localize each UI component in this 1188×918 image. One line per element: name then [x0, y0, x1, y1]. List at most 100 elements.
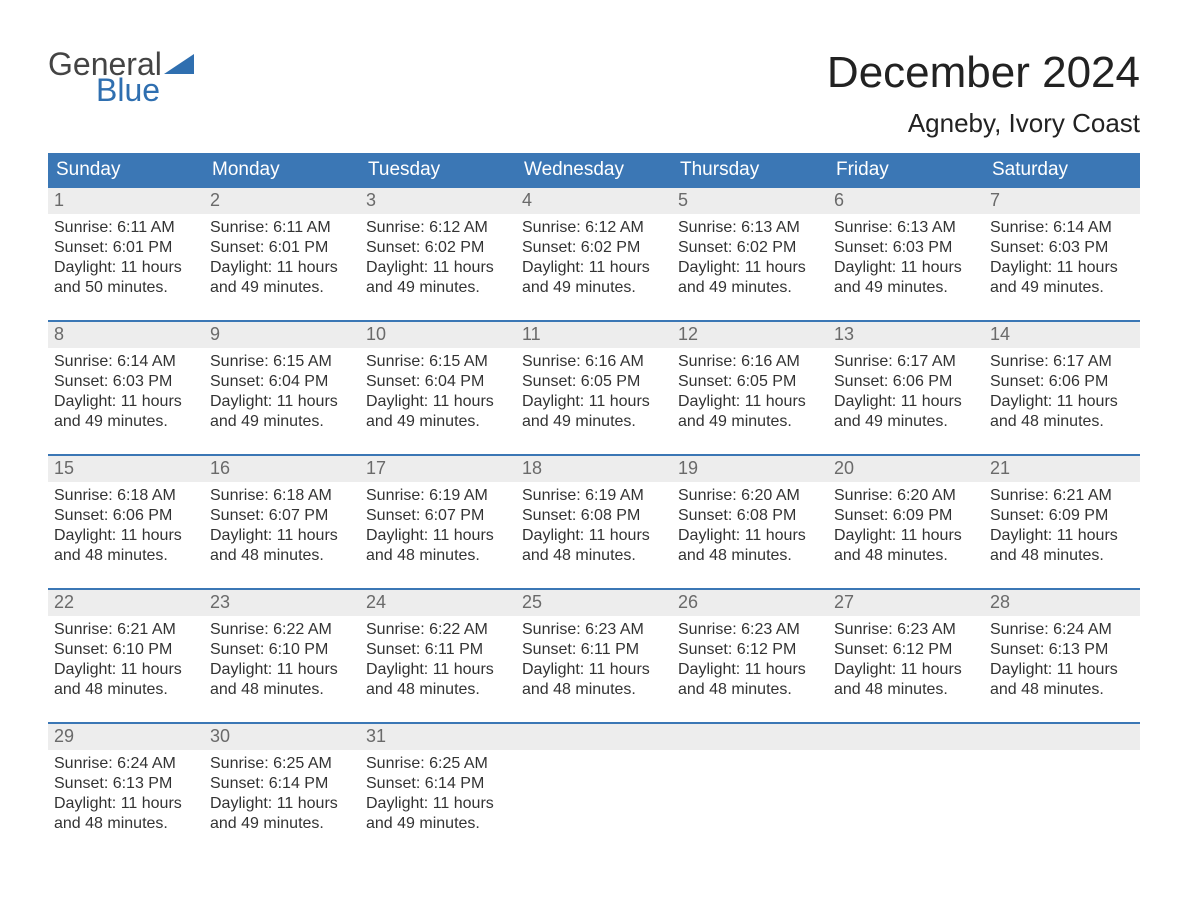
daylight-line: Daylight: 11 hours and 49 minutes.: [678, 392, 822, 432]
daylight-line: Daylight: 11 hours and 48 minutes.: [990, 660, 1134, 700]
calendar-week: 15Sunrise: 6:18 AMSunset: 6:06 PMDayligh…: [48, 454, 1140, 588]
calendar-day: 1Sunrise: 6:11 AMSunset: 6:01 PMDaylight…: [48, 188, 204, 320]
sunrise-line: Sunrise: 6:24 AM: [990, 620, 1134, 640]
sunrise-line: Sunrise: 6:24 AM: [54, 754, 198, 774]
daylight-line: Daylight: 11 hours and 48 minutes.: [522, 660, 666, 700]
daylight-line: Daylight: 11 hours and 49 minutes.: [210, 392, 354, 432]
daylight-line: Daylight: 11 hours and 49 minutes.: [210, 794, 354, 834]
calendar-day: 30Sunrise: 6:25 AMSunset: 6:14 PMDayligh…: [204, 724, 360, 856]
dow-header-row: SundayMondayTuesdayWednesdayThursdayFrid…: [48, 153, 1140, 188]
sunset-line: Sunset: 6:05 PM: [678, 372, 822, 392]
day-number: 10: [360, 322, 516, 348]
calendar-day: 27Sunrise: 6:23 AMSunset: 6:12 PMDayligh…: [828, 590, 984, 722]
dow-header-cell: Friday: [828, 153, 984, 188]
day-details: Sunrise: 6:23 AMSunset: 6:12 PMDaylight:…: [672, 616, 828, 700]
day-number: 11: [516, 322, 672, 348]
calendar-day: 28Sunrise: 6:24 AMSunset: 6:13 PMDayligh…: [984, 590, 1140, 722]
day-details: Sunrise: 6:12 AMSunset: 6:02 PMDaylight:…: [360, 214, 516, 298]
day-number: 22: [48, 590, 204, 616]
daylight-line: Daylight: 11 hours and 49 minutes.: [834, 258, 978, 298]
sunset-line: Sunset: 6:07 PM: [210, 506, 354, 526]
day-number: 16: [204, 456, 360, 482]
day-details: Sunrise: 6:23 AMSunset: 6:11 PMDaylight:…: [516, 616, 672, 700]
daylight-line: Daylight: 11 hours and 48 minutes.: [210, 526, 354, 566]
daylight-line: Daylight: 11 hours and 48 minutes.: [54, 660, 198, 700]
calendar-day: 25Sunrise: 6:23 AMSunset: 6:11 PMDayligh…: [516, 590, 672, 722]
calendar-week: 1Sunrise: 6:11 AMSunset: 6:01 PMDaylight…: [48, 188, 1140, 320]
sunrise-line: Sunrise: 6:16 AM: [678, 352, 822, 372]
sunrise-line: Sunrise: 6:22 AM: [210, 620, 354, 640]
logo: General Blue: [48, 48, 194, 106]
sunset-line: Sunset: 6:13 PM: [54, 774, 198, 794]
dow-header-cell: Monday: [204, 153, 360, 188]
calendar-day: [984, 724, 1140, 856]
sunset-line: Sunset: 6:02 PM: [678, 238, 822, 258]
day-details: Sunrise: 6:21 AMSunset: 6:09 PMDaylight:…: [984, 482, 1140, 566]
calendar-day: 5Sunrise: 6:13 AMSunset: 6:02 PMDaylight…: [672, 188, 828, 320]
calendar-week: 8Sunrise: 6:14 AMSunset: 6:03 PMDaylight…: [48, 320, 1140, 454]
daylight-line: Daylight: 11 hours and 49 minutes.: [366, 794, 510, 834]
day-details: Sunrise: 6:14 AMSunset: 6:03 PMDaylight:…: [48, 348, 204, 432]
sunset-line: Sunset: 6:12 PM: [678, 640, 822, 660]
calendar-week: 29Sunrise: 6:24 AMSunset: 6:13 PMDayligh…: [48, 722, 1140, 856]
sunrise-line: Sunrise: 6:19 AM: [522, 486, 666, 506]
dow-header-cell: Tuesday: [360, 153, 516, 188]
sunset-line: Sunset: 6:04 PM: [210, 372, 354, 392]
calendar-day: 31Sunrise: 6:25 AMSunset: 6:14 PMDayligh…: [360, 724, 516, 856]
day-number: 18: [516, 456, 672, 482]
location-subtitle: Agneby, Ivory Coast: [827, 108, 1140, 139]
day-number: 5: [672, 188, 828, 214]
sunset-line: Sunset: 6:06 PM: [54, 506, 198, 526]
day-details: Sunrise: 6:22 AMSunset: 6:10 PMDaylight:…: [204, 616, 360, 700]
sunrise-line: Sunrise: 6:20 AM: [678, 486, 822, 506]
calendar-day: 3Sunrise: 6:12 AMSunset: 6:02 PMDaylight…: [360, 188, 516, 320]
day-number: [516, 724, 672, 750]
daylight-line: Daylight: 11 hours and 49 minutes.: [678, 258, 822, 298]
calendar-day: 23Sunrise: 6:22 AMSunset: 6:10 PMDayligh…: [204, 590, 360, 722]
day-details: Sunrise: 6:17 AMSunset: 6:06 PMDaylight:…: [984, 348, 1140, 432]
sunrise-line: Sunrise: 6:16 AM: [522, 352, 666, 372]
sunrise-line: Sunrise: 6:17 AM: [990, 352, 1134, 372]
daylight-line: Daylight: 11 hours and 49 minutes.: [366, 392, 510, 432]
dow-header-cell: Saturday: [984, 153, 1140, 188]
sunrise-line: Sunrise: 6:18 AM: [210, 486, 354, 506]
daylight-line: Daylight: 11 hours and 49 minutes.: [834, 392, 978, 432]
day-number: 1: [48, 188, 204, 214]
day-number: 27: [828, 590, 984, 616]
day-number: 25: [516, 590, 672, 616]
sunrise-line: Sunrise: 6:25 AM: [210, 754, 354, 774]
calendar-day: 8Sunrise: 6:14 AMSunset: 6:03 PMDaylight…: [48, 322, 204, 454]
day-number: [828, 724, 984, 750]
calendar-day: 20Sunrise: 6:20 AMSunset: 6:09 PMDayligh…: [828, 456, 984, 588]
daylight-line: Daylight: 11 hours and 48 minutes.: [54, 526, 198, 566]
day-details: Sunrise: 6:12 AMSunset: 6:02 PMDaylight:…: [516, 214, 672, 298]
day-number: 4: [516, 188, 672, 214]
sunrise-line: Sunrise: 6:12 AM: [366, 218, 510, 238]
day-details: Sunrise: 6:22 AMSunset: 6:11 PMDaylight:…: [360, 616, 516, 700]
sunrise-line: Sunrise: 6:15 AM: [210, 352, 354, 372]
sunset-line: Sunset: 6:09 PM: [990, 506, 1134, 526]
dow-header-cell: Sunday: [48, 153, 204, 188]
calendar-day: 19Sunrise: 6:20 AMSunset: 6:08 PMDayligh…: [672, 456, 828, 588]
sunset-line: Sunset: 6:12 PM: [834, 640, 978, 660]
day-number: 15: [48, 456, 204, 482]
day-details: Sunrise: 6:15 AMSunset: 6:04 PMDaylight:…: [360, 348, 516, 432]
daylight-line: Daylight: 11 hours and 49 minutes.: [522, 392, 666, 432]
sunset-line: Sunset: 6:10 PM: [54, 640, 198, 660]
day-details: Sunrise: 6:14 AMSunset: 6:03 PMDaylight:…: [984, 214, 1140, 298]
daylight-line: Daylight: 11 hours and 48 minutes.: [834, 660, 978, 700]
sunrise-line: Sunrise: 6:14 AM: [54, 352, 198, 372]
day-number: [672, 724, 828, 750]
daylight-line: Daylight: 11 hours and 49 minutes.: [210, 258, 354, 298]
day-details: Sunrise: 6:20 AMSunset: 6:09 PMDaylight:…: [828, 482, 984, 566]
calendar-day: 24Sunrise: 6:22 AMSunset: 6:11 PMDayligh…: [360, 590, 516, 722]
calendar-day: 12Sunrise: 6:16 AMSunset: 6:05 PMDayligh…: [672, 322, 828, 454]
day-number: 14: [984, 322, 1140, 348]
daylight-line: Daylight: 11 hours and 48 minutes.: [678, 660, 822, 700]
day-details: Sunrise: 6:13 AMSunset: 6:02 PMDaylight:…: [672, 214, 828, 298]
sunset-line: Sunset: 6:10 PM: [210, 640, 354, 660]
day-details: Sunrise: 6:24 AMSunset: 6:13 PMDaylight:…: [984, 616, 1140, 700]
calendar-day: 9Sunrise: 6:15 AMSunset: 6:04 PMDaylight…: [204, 322, 360, 454]
day-details: Sunrise: 6:19 AMSunset: 6:08 PMDaylight:…: [516, 482, 672, 566]
dow-header-cell: Wednesday: [516, 153, 672, 188]
